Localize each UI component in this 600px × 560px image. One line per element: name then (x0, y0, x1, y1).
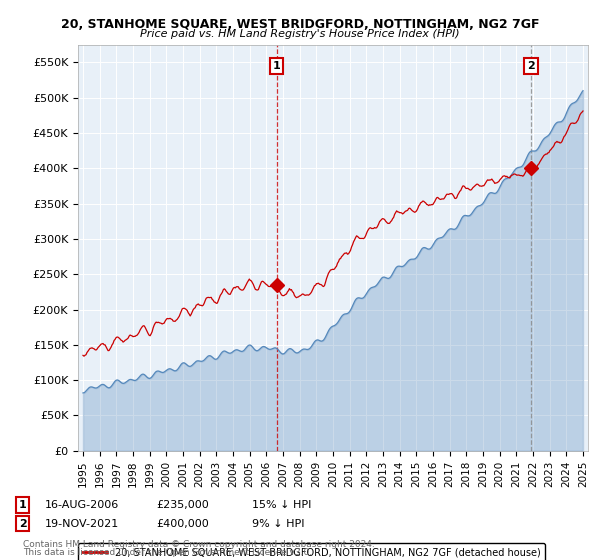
Text: 1: 1 (19, 500, 26, 510)
Text: £400,000: £400,000 (156, 519, 209, 529)
Text: Price paid vs. HM Land Registry's House Price Index (HPI): Price paid vs. HM Land Registry's House … (140, 29, 460, 39)
Text: 20, STANHOME SQUARE, WEST BRIDGFORD, NOTTINGHAM, NG2 7GF: 20, STANHOME SQUARE, WEST BRIDGFORD, NOT… (61, 18, 539, 31)
Text: 16-AUG-2006: 16-AUG-2006 (45, 500, 119, 510)
Text: 2: 2 (19, 519, 26, 529)
Text: 1: 1 (273, 61, 281, 71)
Text: 2: 2 (527, 61, 535, 71)
Text: Contains HM Land Registry data © Crown copyright and database right 2024.: Contains HM Land Registry data © Crown c… (23, 540, 374, 549)
Text: 9% ↓ HPI: 9% ↓ HPI (252, 519, 305, 529)
Text: £235,000: £235,000 (156, 500, 209, 510)
Text: This data is licensed under the Open Government Licence v3.0.: This data is licensed under the Open Gov… (23, 548, 312, 557)
Text: 15% ↓ HPI: 15% ↓ HPI (252, 500, 311, 510)
Text: 19-NOV-2021: 19-NOV-2021 (45, 519, 119, 529)
Legend: 20, STANHOME SQUARE, WEST BRIDGFORD, NOTTINGHAM, NG2 7GF (detached house), HPI: : 20, STANHOME SQUARE, WEST BRIDGFORD, NOT… (78, 543, 545, 560)
